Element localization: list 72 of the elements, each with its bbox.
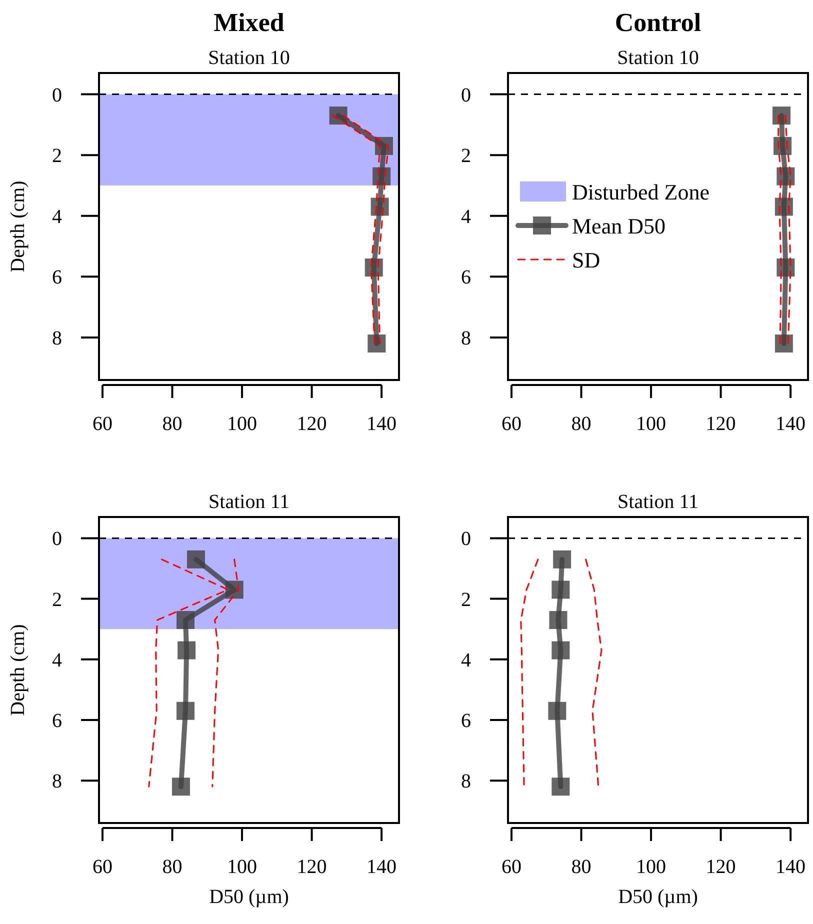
x-tick-label: 140	[366, 413, 397, 435]
x-tick-label: 80	[571, 856, 592, 878]
y-tick-label: 6	[52, 710, 62, 732]
y-tick-label: 4	[52, 649, 62, 672]
point	[548, 702, 566, 720]
point	[368, 334, 386, 353]
x-tick-label: 100	[227, 413, 258, 435]
point	[178, 641, 196, 660]
y-tick-label: 4	[461, 206, 471, 228]
y-tick-label: 6	[52, 266, 62, 289]
x-tick-label: 80	[162, 856, 182, 878]
chart-title: Mixed	[214, 8, 285, 37]
point	[552, 641, 570, 660]
y-tick-label: 4	[461, 649, 471, 672]
chart-subtitle: Station 10	[617, 47, 699, 69]
x-tick-label: 120	[296, 413, 327, 435]
point	[186, 550, 205, 568]
point	[552, 778, 570, 796]
x-tick-label: 80	[571, 413, 592, 435]
y-tick-label: 8	[52, 770, 62, 793]
point	[553, 550, 572, 568]
point	[176, 702, 195, 720]
point	[774, 334, 793, 353]
y-tick-label: 0	[461, 84, 471, 106]
point	[774, 136, 792, 155]
x-tick-label: 60	[92, 413, 112, 435]
line-series	[585, 558, 602, 788]
y-tick-label: 0	[461, 528, 471, 550]
chart-subtitle: Station 11	[618, 491, 698, 513]
point	[329, 106, 348, 125]
y-axis-title: Depth (cm)	[7, 624, 29, 716]
line-series	[520, 558, 539, 788]
y-tick-label: 2	[461, 145, 471, 168]
y-tick-label: 4	[52, 206, 62, 228]
y-tick-label: 8	[52, 327, 62, 350]
x-tick-label: 120	[296, 856, 327, 878]
chart-subtitle: Station 11	[208, 491, 290, 513]
x-tick-label: 120	[706, 413, 736, 435]
chart-subtitle: Station 10	[208, 47, 290, 69]
y-tick-label: 8	[461, 770, 471, 793]
y-tick-label: 2	[52, 588, 62, 611]
legend-label: Mean D50	[572, 214, 666, 238]
y-tick-label: 8	[461, 327, 471, 350]
point	[176, 611, 195, 630]
x-tick-label: 100	[636, 413, 666, 435]
text: Disturbed Zone	[572, 180, 710, 204]
point	[225, 580, 244, 599]
y-tick-label: 2	[461, 588, 471, 611]
x-tick-label: 140	[776, 856, 806, 878]
point	[172, 778, 190, 796]
legend-label: SD	[572, 248, 600, 272]
x-tick-label: 100	[636, 856, 666, 878]
point	[552, 580, 570, 599]
point	[549, 611, 568, 630]
x-tick-label: 80	[162, 413, 182, 435]
point	[772, 106, 790, 125]
x-tick-label: 60	[92, 856, 112, 878]
y-tick-label: 0	[52, 84, 62, 106]
x-axis-title: D50 (µm)	[618, 886, 698, 908]
x-tick-label: 60	[501, 413, 522, 435]
x-tick-label: 140	[366, 856, 397, 878]
x-tick-label: 60	[501, 856, 522, 878]
y-tick-label: 6	[461, 710, 471, 732]
y-axis-title: Depth (cm)	[7, 180, 29, 272]
chart-title: Control	[614, 8, 702, 37]
y-tick-label: 2	[52, 145, 62, 168]
y-tick-label: 0	[52, 528, 62, 550]
x-axis-title: D50 (µm)	[209, 886, 289, 908]
y-tick-label: 6	[461, 266, 471, 289]
x-tick-label: 140	[776, 413, 806, 435]
x-tick-label: 120	[706, 856, 736, 878]
x-tick-label: 100	[227, 856, 258, 878]
